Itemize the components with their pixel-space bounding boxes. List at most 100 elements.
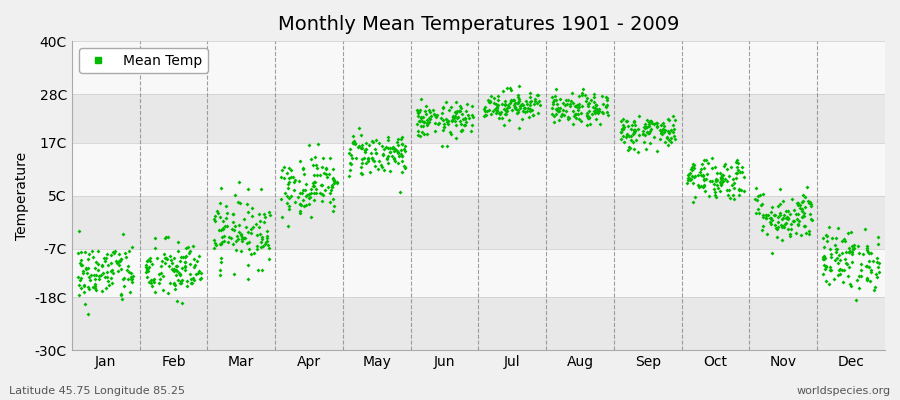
- Point: [658, 139, 672, 146]
- Point: [215, 233, 230, 240]
- Point: [773, 186, 788, 192]
- Point: [173, 272, 187, 278]
- Point: [778, 221, 792, 227]
- Point: [709, 182, 724, 188]
- Point: [255, 266, 269, 273]
- Point: [776, 197, 790, 204]
- Point: [598, 103, 613, 110]
- Point: [803, 211, 817, 218]
- Point: [791, 202, 806, 208]
- Point: [636, 124, 651, 130]
- Point: [783, 226, 797, 233]
- Point: [218, 223, 232, 229]
- Point: [567, 113, 581, 120]
- Point: [166, 280, 181, 287]
- Point: [147, 278, 161, 285]
- Point: [531, 92, 545, 98]
- Point: [559, 108, 573, 114]
- Point: [680, 180, 695, 186]
- Point: [88, 272, 103, 278]
- Point: [211, 210, 225, 216]
- Point: [851, 250, 866, 256]
- Point: [583, 120, 598, 127]
- Point: [244, 226, 258, 232]
- Point: [375, 142, 390, 149]
- Point: [504, 86, 518, 93]
- Point: [582, 108, 597, 114]
- Point: [498, 98, 512, 104]
- Point: [686, 180, 700, 186]
- Point: [381, 134, 395, 140]
- Point: [347, 140, 362, 146]
- Point: [506, 96, 520, 103]
- Point: [711, 185, 725, 191]
- Point: [208, 213, 222, 219]
- Point: [585, 111, 599, 117]
- Point: [108, 248, 122, 254]
- Point: [698, 157, 713, 163]
- Point: [500, 104, 515, 111]
- Point: [590, 116, 604, 122]
- Point: [662, 130, 677, 136]
- Point: [573, 118, 588, 124]
- Point: [661, 142, 675, 148]
- Point: [844, 283, 859, 290]
- Point: [667, 133, 681, 140]
- Point: [158, 235, 173, 242]
- Point: [499, 101, 513, 108]
- Point: [342, 173, 356, 179]
- Point: [171, 270, 185, 276]
- Point: [302, 201, 317, 208]
- Point: [562, 103, 577, 109]
- Point: [500, 102, 515, 108]
- Point: [169, 268, 184, 274]
- Point: [241, 209, 256, 216]
- Point: [241, 238, 256, 245]
- Point: [374, 164, 389, 170]
- Point: [419, 130, 434, 137]
- Point: [687, 174, 701, 180]
- Point: [245, 205, 259, 211]
- Point: [762, 218, 777, 225]
- Point: [770, 226, 784, 232]
- Point: [112, 262, 126, 268]
- Point: [687, 162, 701, 168]
- Point: [662, 137, 676, 143]
- Point: [293, 201, 308, 207]
- Point: [562, 115, 576, 121]
- Point: [421, 120, 436, 126]
- Point: [369, 149, 383, 156]
- Point: [175, 277, 189, 283]
- Point: [490, 107, 504, 113]
- Point: [840, 260, 854, 267]
- Point: [147, 276, 161, 282]
- Point: [436, 127, 451, 134]
- Point: [111, 260, 125, 266]
- Point: [722, 187, 736, 193]
- Point: [588, 105, 602, 111]
- Point: [760, 212, 775, 218]
- Point: [310, 172, 324, 178]
- Point: [849, 297, 863, 303]
- Point: [545, 99, 560, 105]
- Point: [328, 178, 342, 185]
- Point: [77, 282, 92, 288]
- Point: [304, 190, 319, 196]
- Point: [359, 140, 374, 146]
- Point: [819, 264, 833, 270]
- Point: [448, 118, 463, 124]
- Point: [173, 258, 187, 264]
- Point: [178, 263, 193, 269]
- Point: [518, 109, 532, 115]
- Point: [274, 214, 289, 220]
- Point: [580, 113, 594, 120]
- Point: [856, 251, 870, 258]
- Point: [587, 99, 601, 105]
- Point: [70, 250, 85, 256]
- Point: [171, 238, 185, 245]
- Point: [445, 118, 459, 124]
- Point: [166, 267, 180, 274]
- Point: [486, 108, 500, 115]
- Point: [770, 203, 785, 210]
- Point: [631, 148, 645, 155]
